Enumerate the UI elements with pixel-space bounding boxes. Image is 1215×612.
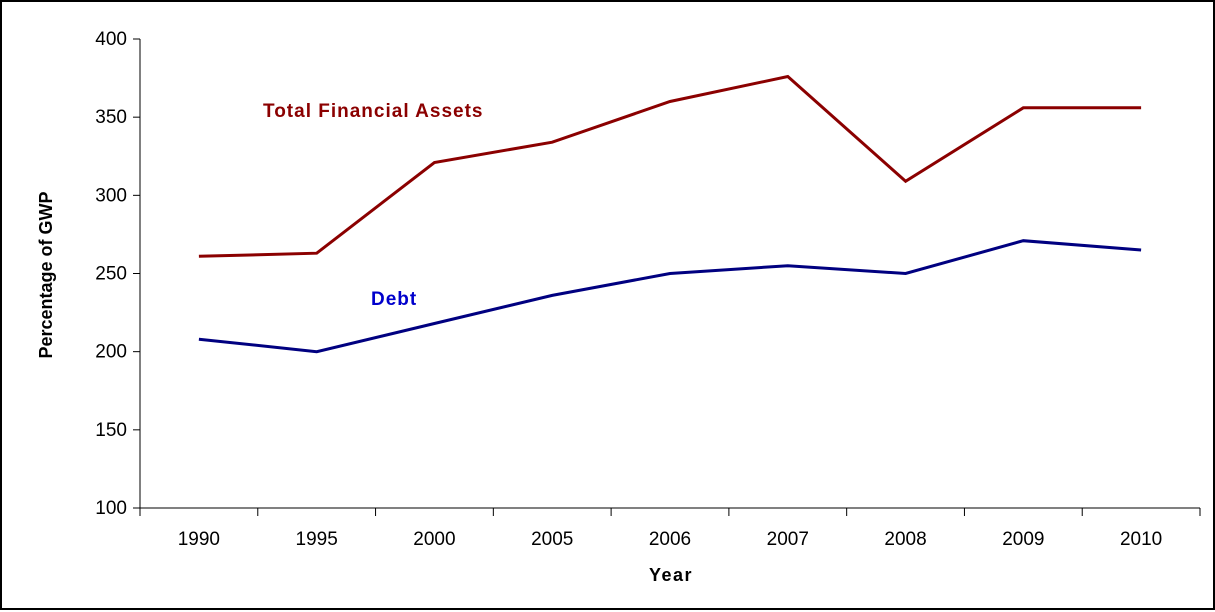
x-axis-title: Year — [649, 565, 693, 585]
series-line-debt — [198, 239, 1142, 354]
series-label-total-financial-assets: Total Financial Assets — [263, 101, 484, 122]
y-tick-label: 250 — [95, 264, 127, 285]
x-tick-label: 2006 — [649, 529, 691, 550]
y-tick-label: 100 — [95, 498, 127, 519]
x-tick-label: 2010 — [1120, 529, 1162, 550]
x-tick-label: 2005 — [531, 529, 573, 550]
y-tick-label: 200 — [95, 342, 127, 363]
series-line-total-financial-assets — [198, 74, 1142, 258]
x-axis-ticks: 1990 1995 2000 2005 2006 2007 2008 2009 2010 — [139, 508, 1201, 550]
y-axis-title: Percentage of GWP — [36, 191, 56, 358]
series-lines — [198, 74, 1142, 354]
x-tick-label: 2007 — [767, 529, 809, 550]
y-tick-label: 150 — [95, 420, 127, 441]
x-tick-label: 1990 — [178, 529, 220, 550]
y-tick-label: 350 — [95, 107, 127, 128]
x-tick-label: 2009 — [1002, 529, 1044, 550]
y-tick-label: 400 — [95, 29, 127, 50]
x-tick-label: 2000 — [413, 529, 455, 550]
series-label-debt: Debt — [371, 289, 417, 310]
y-axis-ticks: 100 150 200 250 300 350 400 — [95, 29, 140, 519]
y-tick-label: 300 — [95, 185, 127, 206]
x-tick-label: 1995 — [296, 529, 338, 550]
x-tick-label: 2008 — [884, 529, 926, 550]
